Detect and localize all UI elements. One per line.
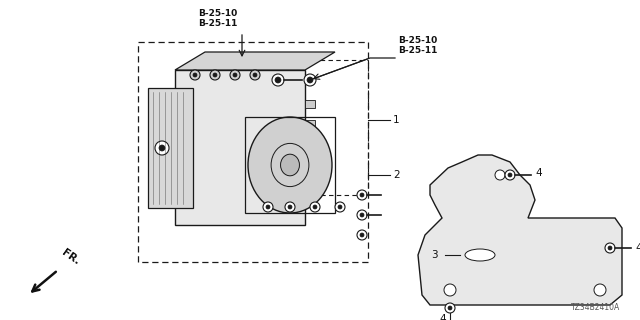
- Text: 3: 3: [431, 250, 438, 260]
- Circle shape: [357, 230, 367, 240]
- Text: TZ34B2410A: TZ34B2410A: [571, 303, 620, 312]
- Circle shape: [594, 284, 606, 296]
- Circle shape: [159, 145, 165, 151]
- Circle shape: [360, 213, 364, 217]
- Circle shape: [190, 70, 200, 80]
- Bar: [258, 60, 368, 195]
- Text: B-25-10
B-25-11: B-25-10 B-25-11: [198, 9, 237, 28]
- Circle shape: [445, 303, 455, 313]
- Text: FR.: FR.: [60, 248, 82, 267]
- Ellipse shape: [248, 117, 332, 213]
- Circle shape: [444, 284, 456, 296]
- Bar: [138, 42, 368, 262]
- Bar: [305, 140, 315, 148]
- Text: 4: 4: [535, 168, 541, 178]
- Circle shape: [495, 170, 505, 180]
- Ellipse shape: [280, 154, 300, 176]
- Text: 4: 4: [635, 243, 640, 253]
- Circle shape: [155, 141, 169, 155]
- Circle shape: [505, 170, 515, 180]
- Bar: [245, 117, 335, 213]
- Circle shape: [360, 233, 364, 237]
- Circle shape: [288, 205, 292, 209]
- Bar: [305, 100, 315, 108]
- Polygon shape: [175, 52, 335, 70]
- Bar: [148, 88, 193, 208]
- Circle shape: [285, 202, 295, 212]
- Ellipse shape: [465, 249, 495, 261]
- Circle shape: [193, 73, 197, 77]
- Circle shape: [310, 202, 320, 212]
- Bar: [305, 120, 315, 128]
- Bar: [175, 70, 305, 225]
- Bar: [305, 160, 315, 168]
- Circle shape: [253, 73, 257, 77]
- Circle shape: [605, 243, 615, 253]
- Circle shape: [213, 73, 217, 77]
- Circle shape: [508, 173, 512, 177]
- Circle shape: [335, 202, 345, 212]
- Circle shape: [338, 205, 342, 209]
- Circle shape: [230, 70, 240, 80]
- Circle shape: [275, 77, 281, 83]
- Text: 1: 1: [393, 115, 399, 125]
- Circle shape: [272, 74, 284, 86]
- Circle shape: [357, 210, 367, 220]
- Text: 2: 2: [393, 170, 399, 180]
- Circle shape: [608, 246, 612, 250]
- Circle shape: [357, 190, 367, 200]
- Circle shape: [304, 74, 316, 86]
- Polygon shape: [418, 155, 622, 305]
- Circle shape: [263, 202, 273, 212]
- Text: 4: 4: [440, 314, 446, 320]
- Circle shape: [307, 77, 313, 83]
- Circle shape: [448, 306, 452, 310]
- Circle shape: [313, 205, 317, 209]
- Circle shape: [360, 193, 364, 197]
- Circle shape: [233, 73, 237, 77]
- Circle shape: [250, 70, 260, 80]
- Circle shape: [210, 70, 220, 80]
- Text: B-25-10
B-25-11: B-25-10 B-25-11: [398, 36, 437, 55]
- Circle shape: [266, 205, 270, 209]
